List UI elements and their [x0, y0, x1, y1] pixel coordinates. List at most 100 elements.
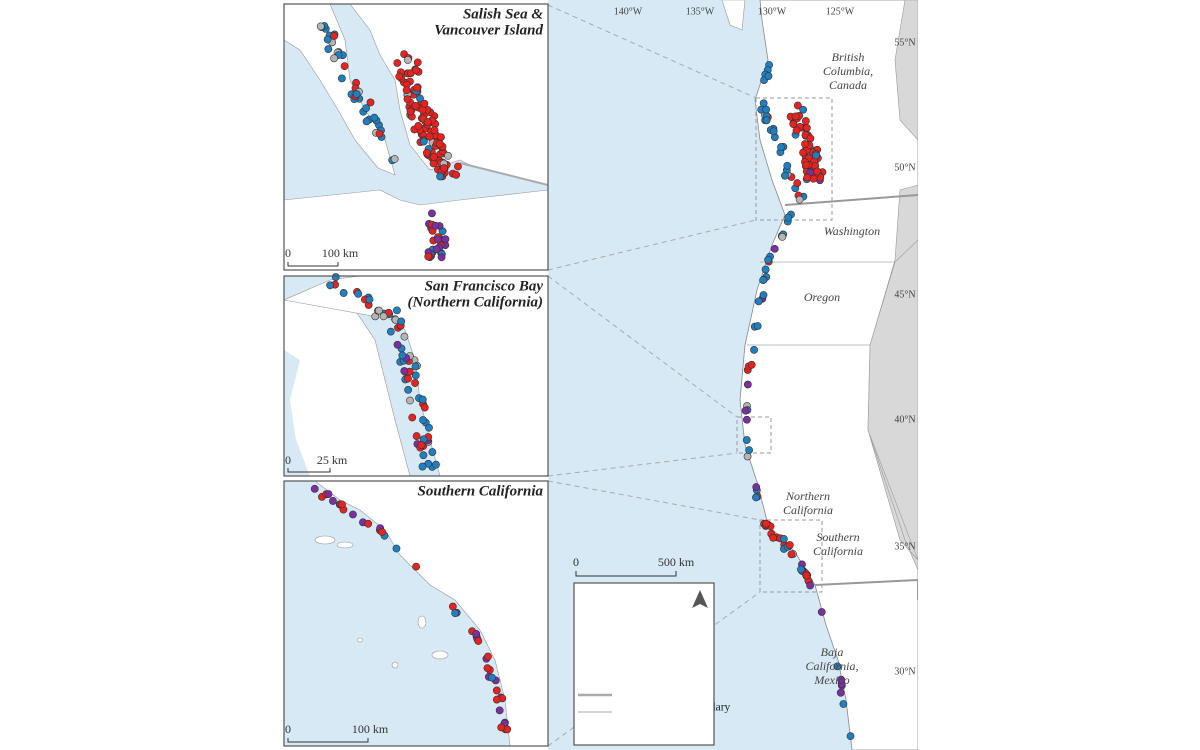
record-point	[812, 151, 820, 160]
record-point	[324, 45, 333, 54]
record-point	[802, 571, 811, 580]
scale-label: 100 km	[352, 722, 389, 736]
scale-label: 25 km	[317, 453, 348, 467]
record-point	[802, 161, 811, 169]
record-point	[411, 101, 420, 110]
record-point	[428, 448, 437, 456]
legend	[573, 582, 715, 746]
record-point	[423, 148, 431, 157]
record-point	[432, 460, 440, 469]
record-point	[413, 83, 422, 92]
record-point	[403, 95, 412, 104]
record-point	[750, 345, 758, 354]
record-point	[400, 367, 409, 375]
leader-lines	[547, 4, 761, 747]
record-point	[417, 441, 426, 449]
scale-label: 0	[573, 555, 579, 569]
region-label: Oregon	[804, 290, 840, 304]
record-point	[802, 124, 811, 132]
record-point	[839, 700, 848, 708]
record-point	[452, 170, 461, 179]
latitude-label: 35°N	[894, 541, 915, 552]
record-point	[412, 562, 420, 571]
region-label: California	[783, 503, 833, 517]
record-point	[395, 72, 404, 81]
record-point	[400, 332, 409, 341]
longitude-label: 140°W	[614, 6, 643, 17]
record-point	[324, 490, 333, 498]
record-point	[404, 374, 412, 383]
record-point	[762, 105, 771, 114]
record-point	[404, 385, 413, 394]
record-point	[329, 497, 337, 505]
record-point	[752, 483, 761, 491]
record-point	[416, 94, 424, 103]
record-point	[424, 252, 433, 261]
record-point	[420, 99, 429, 108]
region-label: Columbia,	[823, 64, 873, 78]
record-point	[418, 395, 427, 404]
longitude-label: 130°W	[758, 6, 787, 17]
record-point	[408, 413, 417, 422]
record-point	[451, 609, 460, 618]
record-point	[349, 510, 357, 519]
record-point	[752, 493, 760, 502]
record-point	[337, 74, 346, 83]
record-point	[801, 140, 809, 148]
record-point	[792, 126, 801, 135]
record-point	[836, 688, 845, 697]
record-point	[795, 195, 804, 204]
record-point	[340, 62, 349, 71]
record-point	[806, 581, 815, 590]
record-point	[432, 245, 441, 253]
region-label: California	[813, 544, 863, 558]
record-point	[393, 340, 402, 349]
record-point	[393, 59, 402, 67]
record-point	[799, 148, 807, 157]
record-point	[316, 22, 325, 31]
land	[721, 0, 746, 31]
inset-frames	[283, 3, 549, 747]
record-point	[366, 98, 375, 107]
record-point	[454, 162, 462, 171]
record-point	[791, 112, 800, 121]
record-point	[483, 664, 492, 673]
record-point	[339, 289, 348, 297]
record-point	[492, 686, 501, 695]
region-label: California,	[805, 659, 858, 673]
latitude-label: 45°N	[894, 289, 915, 300]
inset-3	[284, 481, 548, 746]
record-point	[419, 137, 428, 146]
record-point	[402, 86, 411, 95]
record-point	[310, 484, 319, 493]
record-point	[435, 140, 444, 148]
record-point	[833, 662, 842, 671]
record-point	[406, 396, 414, 405]
record-point	[390, 155, 399, 163]
records	[310, 22, 855, 741]
record-point	[441, 235, 450, 244]
record-point	[423, 118, 432, 127]
scale-label: 0	[285, 246, 291, 260]
record-point	[785, 541, 794, 549]
record-point	[413, 58, 422, 67]
record-point	[393, 306, 401, 315]
record-point	[799, 105, 808, 114]
record-point	[764, 255, 773, 264]
record-point	[793, 179, 802, 187]
record-point	[330, 32, 339, 40]
record-point	[444, 151, 452, 160]
record-point	[428, 209, 436, 218]
record-point	[425, 132, 434, 141]
record-point	[743, 380, 752, 389]
record-point	[801, 117, 810, 125]
country-boundary	[814, 578, 918, 600]
longitude-label: 125°W	[826, 6, 855, 17]
record-point	[759, 291, 768, 299]
record-point	[846, 732, 855, 741]
record-point	[397, 317, 406, 326]
record-point	[754, 297, 763, 306]
inset-title: (Northern California)	[408, 294, 543, 310]
record-point	[398, 351, 407, 360]
region-label: British	[832, 50, 865, 64]
